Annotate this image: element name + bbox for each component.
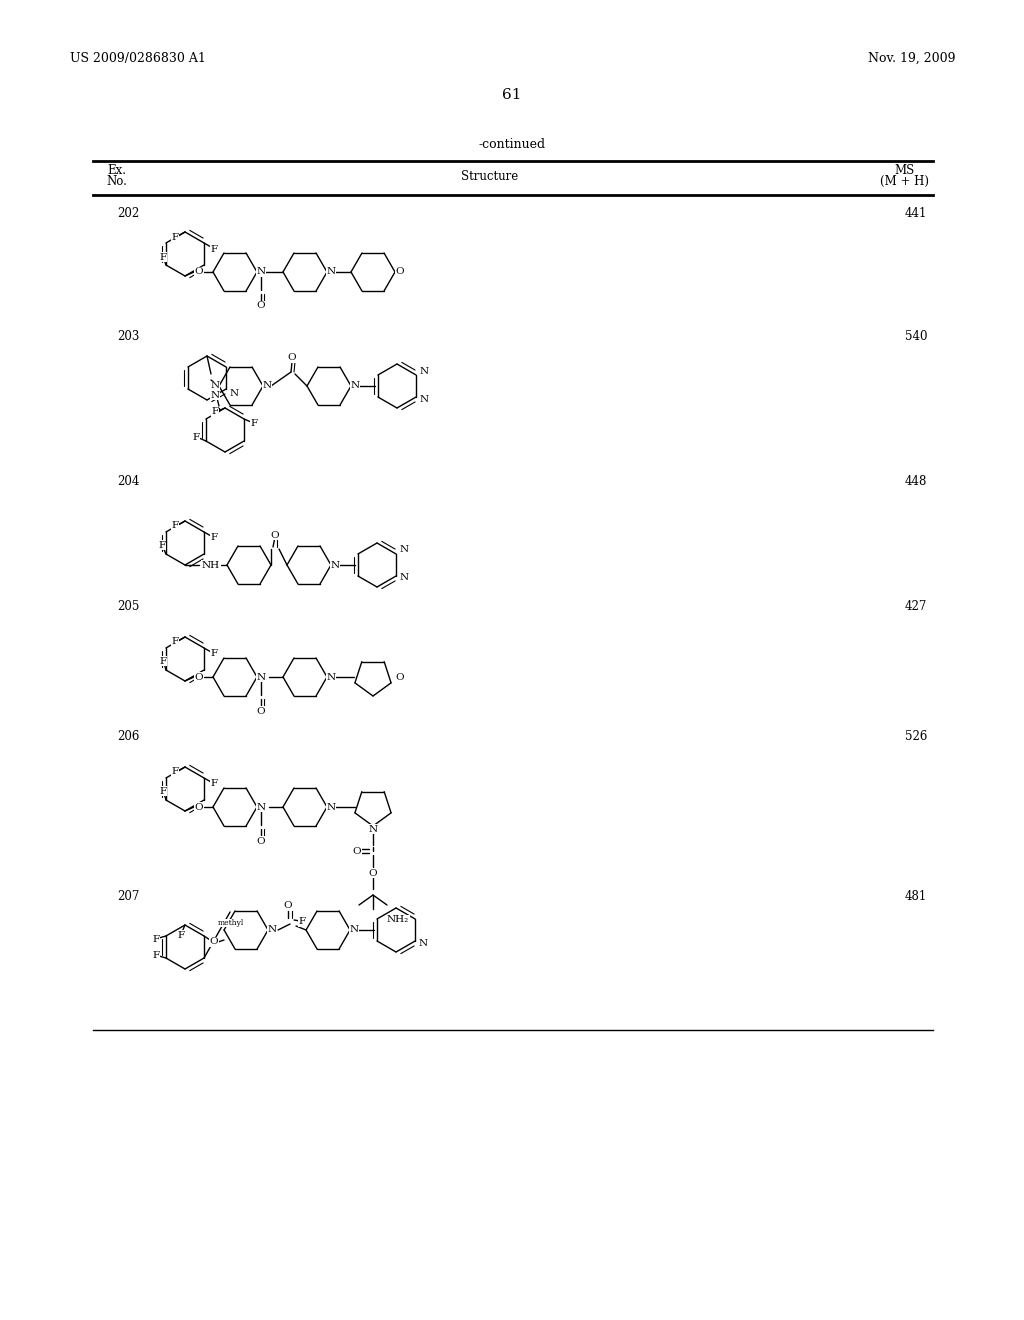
Text: 207: 207 [117, 890, 139, 903]
Text: 481: 481 [905, 890, 928, 903]
Text: O: O [195, 268, 204, 276]
Text: N: N [256, 672, 265, 681]
Text: O: O [195, 803, 204, 812]
Text: N: N [419, 939, 428, 948]
Text: N: N [256, 803, 265, 812]
Text: F: F [211, 779, 218, 788]
Text: Nov. 19, 2009: Nov. 19, 2009 [867, 51, 955, 65]
Text: O: O [195, 672, 204, 681]
Text: N: N [420, 395, 429, 404]
Text: F: F [251, 418, 258, 428]
Text: N: N [399, 545, 409, 554]
Text: Ex.: Ex. [108, 164, 127, 177]
Text: O: O [369, 869, 377, 878]
Text: 202: 202 [117, 207, 139, 220]
Text: N: N [350, 381, 359, 391]
Text: F: F [171, 767, 178, 776]
Text: N: N [267, 925, 276, 935]
Text: N: N [327, 672, 336, 681]
Text: O: O [395, 268, 404, 276]
Text: O: O [257, 301, 265, 310]
Text: F: F [298, 917, 305, 927]
Text: N: N [327, 803, 336, 812]
Text: US 2009/0286830 A1: US 2009/0286830 A1 [70, 51, 206, 65]
Text: N: N [349, 925, 358, 935]
Text: 427: 427 [905, 601, 928, 612]
Text: F: F [160, 656, 167, 665]
Text: F: F [171, 234, 178, 243]
Text: 540: 540 [905, 330, 928, 343]
Text: N: N [262, 381, 271, 391]
Text: O: O [288, 354, 296, 363]
Text: 448: 448 [905, 475, 928, 488]
Text: F: F [211, 532, 218, 541]
Text: N: N [327, 268, 336, 276]
Text: -continued: -continued [478, 139, 546, 150]
Text: F: F [159, 540, 166, 549]
Text: F: F [177, 931, 184, 940]
Text: 61: 61 [502, 88, 522, 102]
Text: 526: 526 [905, 730, 928, 743]
Text: F: F [153, 950, 160, 960]
Text: O: O [270, 531, 280, 540]
Text: N: N [256, 268, 265, 276]
Text: MS: MS [895, 164, 915, 177]
Text: O: O [395, 672, 404, 681]
Text: No.: No. [106, 176, 127, 187]
Text: 205: 205 [117, 601, 139, 612]
Text: O: O [257, 706, 265, 715]
Text: NH: NH [202, 561, 220, 569]
Text: 206: 206 [117, 730, 139, 743]
Text: 204: 204 [117, 475, 139, 488]
Text: F: F [211, 648, 218, 657]
Text: N: N [331, 561, 340, 569]
Text: Structure: Structure [462, 170, 518, 183]
Text: F: F [160, 252, 167, 261]
Text: N: N [369, 825, 378, 833]
Text: O: O [352, 846, 361, 855]
Text: 441: 441 [905, 207, 928, 220]
Text: methyl: methyl [218, 919, 244, 927]
Text: N: N [420, 367, 429, 375]
Text: N: N [211, 391, 219, 400]
Text: N: N [229, 389, 239, 399]
Text: N: N [211, 381, 219, 391]
Text: F: F [153, 935, 160, 944]
Text: NH₂: NH₂ [387, 916, 410, 924]
Text: (M + H): (M + H) [881, 176, 930, 187]
Text: F: F [211, 408, 218, 417]
Text: O: O [257, 837, 265, 846]
Text: F: F [171, 521, 178, 531]
Text: O: O [210, 937, 218, 946]
Text: N: N [399, 573, 409, 582]
Text: F: F [211, 244, 218, 253]
Text: F: F [193, 433, 200, 441]
Text: 203: 203 [117, 330, 139, 343]
Text: F: F [171, 638, 178, 647]
Text: O: O [284, 902, 293, 911]
Text: F: F [160, 787, 167, 796]
